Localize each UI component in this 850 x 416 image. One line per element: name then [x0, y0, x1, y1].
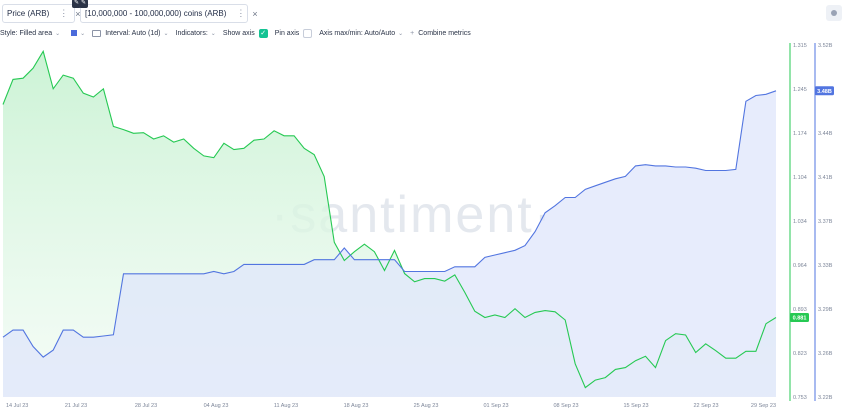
style-label: Style: Filled area: [0, 29, 53, 37]
calendar-icon: [92, 29, 102, 37]
holdings-tick-label: 3.29B: [818, 307, 833, 313]
x-tick-label: 25 Aug 23: [414, 403, 439, 409]
x-tick-label: 22 Sep 23: [693, 403, 718, 409]
pin-axis-toggle[interactable]: Pin axis: [274, 28, 313, 38]
x-tick-label: 28 Jul 23: [135, 403, 157, 409]
price-tick-label: 0.964: [793, 263, 807, 269]
checkbox-checked-icon[interactable]: ✓: [258, 28, 268, 38]
interval-dropdown[interactable]: Interval: Auto (1d) ⌄: [92, 29, 169, 37]
chevron-down-icon: ⌄: [80, 30, 86, 37]
chevron-down-icon: ⌄: [163, 30, 169, 37]
holdings-current-label-bg: [815, 86, 834, 96]
gear-icon: [831, 10, 837, 16]
holdings-tick-label: 3.26B: [818, 351, 833, 357]
price-tick-label: 1.315: [793, 43, 807, 49]
combine-metrics-label: Combine metrics: [418, 29, 471, 37]
interval-label: Interval: Auto (1d): [105, 29, 161, 37]
x-tick-label: 01 Sep 23: [483, 403, 508, 409]
price-current-label-bg: [790, 312, 809, 322]
price-line: [2, 49, 777, 389]
holdings-area: [3, 90, 776, 398]
close-icon[interactable]: ×: [75, 8, 81, 19]
chevron-down-icon: ⌄: [210, 30, 216, 37]
price-tick-label: 1.174: [793, 131, 807, 137]
more-icon[interactable]: ⋮: [59, 8, 69, 18]
holdings-tick-label: 3.37B: [818, 219, 833, 225]
chevron-down-icon: ⌄: [55, 30, 61, 37]
price-tick-label: 0.753: [793, 395, 807, 401]
x-tick-label: 14 Jul 23: [6, 403, 28, 409]
holdings-tick-label: 3.52B: [818, 43, 833, 49]
x-tick-label: 29 Sep 23: [751, 403, 776, 409]
x-tick-label: 04 Aug 23: [204, 403, 229, 409]
show-axis-label: Show axis: [222, 29, 255, 37]
indicators-label: Indicators:: [175, 29, 208, 37]
lock-icon[interactable]: ✎: [79, 0, 88, 8]
chevron-down-icon: ⌄: [398, 30, 404, 37]
holdings-current-label: 3.48B: [817, 89, 832, 95]
color-picker[interactable]: ⌄: [67, 30, 85, 37]
show-axis-toggle[interactable]: Show axis ✓: [222, 28, 268, 38]
combine-metrics-button[interactable]: + Combine metrics: [410, 30, 471, 37]
metric-tab-price[interactable]: Price (ARB) ⋮ × ✎: [2, 0, 81, 23]
metric-tab-holdings-label: [10,000,000 - 100,000,000) coins (ARB): [85, 9, 227, 18]
indicators-dropdown[interactable]: Indicators: ⌄: [176, 30, 216, 37]
price-tick-label: 0.823: [793, 351, 807, 357]
x-tick-label: 08 Sep 23: [553, 403, 578, 409]
pin-axis-label: Pin axis: [274, 29, 300, 37]
price-tick-label: 1.245: [793, 87, 807, 93]
x-tick-label: 18 Aug 23: [344, 403, 369, 409]
more-icon[interactable]: ⋮: [236, 8, 246, 18]
lock-icon[interactable]: ✎: [72, 0, 81, 8]
price-tick-label: 1.034: [793, 219, 807, 225]
axis-maxmin-label: Axis max/min: Auto/Auto: [319, 29, 396, 37]
holdings-line: [2, 90, 777, 358]
price-tick-label: 0.893: [793, 307, 807, 313]
holdings-tick-label: 3.22B: [818, 395, 833, 401]
price-current-label: 0.881: [793, 315, 807, 321]
metric-tab-price-label: Price (ARB): [7, 9, 50, 18]
holdings-tick-label: 3.41B: [818, 175, 833, 181]
price-tick-label: 1.104: [793, 175, 807, 181]
x-tick-label: 21 Jul 23: [65, 403, 87, 409]
holdings-tick-label: 3.33B: [818, 263, 833, 269]
x-tick-label: 15 Sep 23: [623, 403, 648, 409]
chart-settings-button[interactable]: [826, 5, 842, 21]
style-dropdown[interactable]: Style: Filled area ⌄: [0, 30, 60, 37]
metric-tab-holdings[interactable]: [10,000,000 - 100,000,000) coins (ARB) ⋮…: [79, 0, 258, 23]
holdings-tick-label: 3.44B: [818, 131, 833, 137]
axis-maxmin-dropdown[interactable]: Axis max/min: Auto/Auto ⌄: [319, 30, 403, 37]
chart-toolbar: Style: Filled area ⌄ ⌄ Interval: Auto (1…: [0, 27, 478, 39]
x-tick-label: 11 Aug 23: [274, 403, 298, 409]
close-icon[interactable]: ×: [252, 8, 258, 19]
color-swatch: [71, 30, 78, 36]
plus-icon: +: [410, 29, 415, 37]
checkbox-unchecked-icon[interactable]: [303, 28, 313, 38]
